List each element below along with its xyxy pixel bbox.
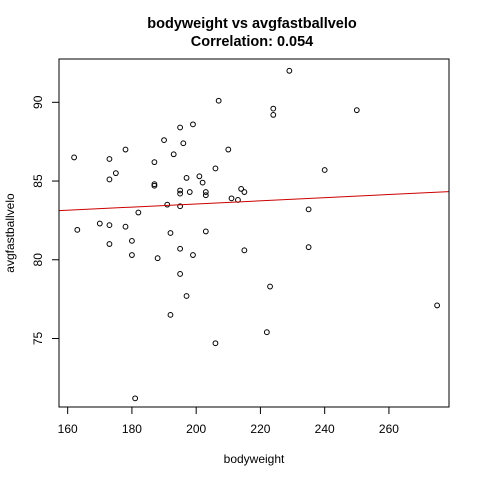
data-point bbox=[151, 182, 158, 189]
x-axis: 160 180 200 220 240 260 bbox=[58, 406, 399, 436]
x-tick-label: 200 bbox=[186, 422, 206, 436]
data-point bbox=[212, 165, 219, 172]
data-point bbox=[161, 137, 167, 144]
data-points bbox=[71, 67, 441, 402]
data-point bbox=[241, 247, 248, 254]
data-point bbox=[151, 159, 158, 166]
y-axis-label: avgfastballvelo bbox=[3, 193, 17, 273]
data-point bbox=[225, 146, 232, 153]
x-axis-label: bodyweight bbox=[224, 452, 285, 466]
data-point bbox=[202, 228, 209, 235]
data-point bbox=[215, 97, 222, 104]
regression-line-layer bbox=[58, 191, 450, 212]
data-point bbox=[122, 146, 129, 153]
data-point bbox=[263, 329, 270, 336]
data-point bbox=[353, 107, 360, 114]
data-point bbox=[177, 271, 184, 277]
data-point bbox=[183, 174, 190, 181]
data-point bbox=[122, 223, 129, 230]
regression-line bbox=[58, 191, 450, 212]
data-point bbox=[132, 395, 139, 402]
data-point bbox=[177, 124, 184, 131]
data-point bbox=[190, 121, 196, 128]
y-tick-label: 90 bbox=[31, 95, 45, 109]
data-point bbox=[186, 189, 193, 195]
data-point bbox=[180, 140, 187, 147]
data-point bbox=[106, 222, 113, 229]
data-point bbox=[167, 311, 174, 318]
chart-title: bodyweight vs avgfastballvelo bbox=[147, 16, 357, 32]
data-point bbox=[305, 206, 312, 213]
data-point bbox=[106, 176, 113, 183]
x-tick-label: 180 bbox=[122, 422, 142, 436]
data-point bbox=[170, 151, 177, 158]
data-point bbox=[112, 170, 119, 177]
data-point bbox=[190, 252, 196, 258]
data-point bbox=[71, 154, 77, 161]
data-point bbox=[286, 67, 293, 74]
data-point bbox=[96, 220, 103, 227]
x-tick-label: 240 bbox=[315, 422, 335, 436]
data-point bbox=[177, 203, 184, 210]
data-point bbox=[202, 189, 209, 195]
data-point bbox=[129, 237, 135, 244]
data-point bbox=[270, 112, 277, 118]
data-point bbox=[177, 187, 184, 194]
data-point bbox=[177, 190, 184, 197]
data-point bbox=[212, 340, 219, 347]
x-tick-label: 260 bbox=[379, 422, 399, 436]
data-point bbox=[241, 189, 248, 195]
y-axis: 75 80 85 90 bbox=[31, 95, 60, 346]
data-point bbox=[270, 105, 277, 112]
data-point bbox=[183, 293, 190, 299]
data-point bbox=[74, 226, 81, 233]
data-point bbox=[106, 156, 113, 162]
data-point bbox=[434, 302, 441, 309]
data-point bbox=[167, 230, 174, 236]
data-point bbox=[267, 283, 273, 290]
y-tick-label: 85 bbox=[31, 174, 45, 188]
data-point bbox=[196, 173, 203, 180]
data-point bbox=[199, 179, 206, 186]
data-point bbox=[177, 245, 184, 252]
data-point bbox=[135, 209, 142, 216]
x-tick-label: 160 bbox=[58, 422, 78, 436]
data-point bbox=[106, 241, 113, 247]
data-point bbox=[228, 195, 235, 202]
data-point bbox=[305, 244, 312, 251]
y-tick-label: 75 bbox=[31, 332, 45, 346]
data-point bbox=[238, 186, 245, 192]
data-point bbox=[154, 255, 161, 262]
data-point bbox=[321, 167, 328, 173]
data-point bbox=[164, 201, 171, 208]
y-tick-label: 80 bbox=[31, 253, 45, 267]
x-tick-label: 220 bbox=[250, 422, 270, 436]
data-point bbox=[202, 192, 209, 199]
chart-subtitle: Correlation: 0.054 bbox=[191, 34, 314, 50]
data-point bbox=[129, 252, 135, 258]
